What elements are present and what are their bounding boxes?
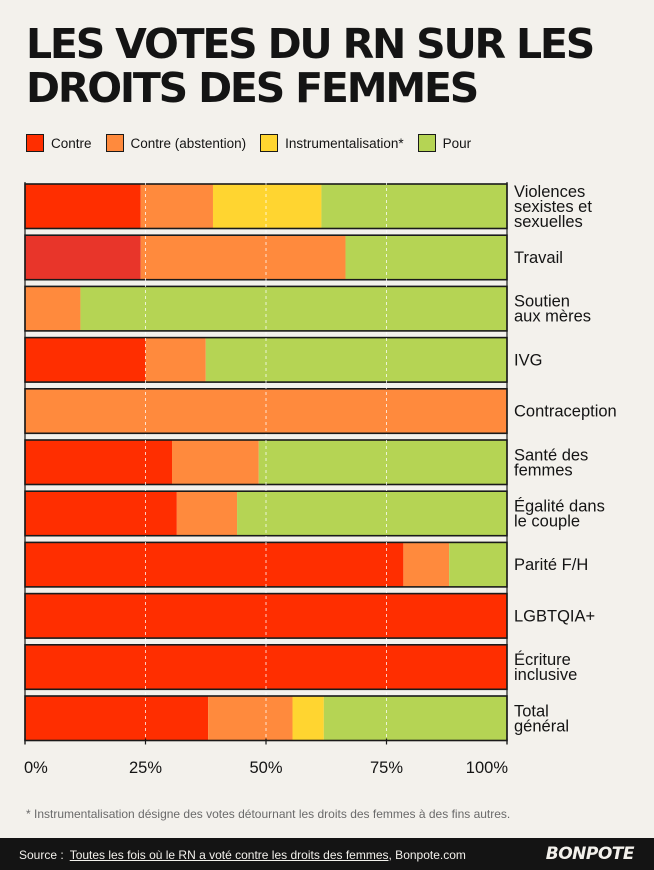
category-label-travail: Travail	[514, 249, 563, 267]
category-label-ecriture-inclusive: Écriture inclusive	[514, 650, 577, 684]
legend-item-abstention: Contre (abstention)	[105, 134, 247, 152]
legend-swatch-contre	[26, 134, 44, 152]
bar-violences-sexistes-et-sexuelles-instrumentalisation	[212, 184, 322, 229]
bar-total-general-instrumentalisation	[292, 696, 324, 741]
legend-swatch-instrumentalisation	[260, 134, 279, 152]
legend-item-instrumentalisation: Instrumentalisation*	[260, 134, 404, 152]
bar-total-general-contre	[25, 696, 209, 741]
category-label-soutien-aux-meres: Soutien aux mères	[514, 293, 591, 326]
legend-label-abstention: Contre (abstention)	[130, 135, 247, 151]
title-line-1: LES VOTES DU RN SUR LES	[26, 20, 595, 68]
bar-violences-sexistes-et-sexuelles-contre	[25, 184, 141, 229]
bar-parite-f-h-contre	[25, 542, 404, 587]
x-tick-label-75: 75%	[370, 759, 403, 777]
category-label-contraception: Contraception	[514, 403, 617, 421]
category-label-line: Violences	[514, 183, 585, 201]
legend-swatch-abstention	[105, 134, 124, 152]
bonpote-logo: BONPOTE	[545, 844, 635, 864]
bar-total-general-pour	[323, 696, 507, 741]
category-label-sante-des-femmes: Santé des femmes	[514, 446, 588, 479]
bar-soutien-aux-meres-contre-abstention	[25, 286, 81, 331]
bar-sante-des-femmes-pour	[258, 440, 507, 485]
category-label-line: inclusive	[514, 666, 577, 684]
bar-travail-pour	[345, 235, 507, 280]
category-label-violences-sexistes-et-sexuelles: Violences sexistes et sexuelles	[514, 183, 592, 231]
source-line: Source : Toutes les fois où le RN a voté …	[19, 848, 466, 862]
category-label-line: Parité F/H	[514, 556, 588, 574]
bar-sante-des-femmes-contre-abstention	[172, 440, 259, 485]
legend-item-pour: Pour	[417, 134, 472, 152]
category-label-line: femmes	[514, 461, 573, 479]
bar-total-general-contre-abstention	[208, 696, 293, 741]
footnote: * Instrumentalisation désigne des votes …	[26, 807, 511, 821]
source-site: , Bonpote.com	[388, 848, 466, 862]
source-label: Source :	[19, 848, 64, 862]
bar-soutien-aux-meres-pour	[80, 286, 508, 331]
legend-swatch-pour	[417, 134, 436, 152]
footer-bar: Source : Toutes les fois où le RN a voté …	[0, 838, 654, 870]
bar-ivg-contre	[25, 337, 146, 383]
x-tick-label-25: 25%	[129, 759, 162, 777]
category-label-line: le couple	[514, 512, 580, 530]
category-label-line: Travail	[514, 249, 563, 267]
bar-ivg-pour	[205, 337, 507, 383]
category-label-line: Total	[514, 702, 549, 720]
category-label-line: Contraception	[514, 403, 617, 421]
stacked-bar-chart: Violences sexistes et sexuelles Travail Sout…	[24, 182, 617, 777]
bar-sante-des-femmes-contre	[25, 440, 173, 485]
category-label-total-general: Total général	[514, 702, 569, 735]
x-tick-label-50: 50%	[249, 759, 282, 777]
category-label-ivg: IVG	[514, 351, 542, 369]
bar-parite-f-h-contre-abstention	[403, 542, 450, 587]
x-tick-label-100: 100%	[466, 759, 509, 777]
category-label-line: général	[514, 717, 569, 735]
bar-parite-f-h-pour	[449, 542, 507, 587]
category-label-line: Soutien	[514, 293, 570, 311]
category-label-line: LGBTQIA+	[514, 607, 595, 625]
bar-travail-contre-abstention	[140, 235, 346, 280]
category-label-parite-f-h: Parité F/H	[514, 556, 588, 574]
bar-egalite-dans-le-couple-contre-abstention	[176, 491, 238, 536]
chart-title: LES VOTES DU RN SUR LES DROITS DES FEMME…	[26, 22, 636, 110]
legend-label-pour: Pour	[442, 135, 472, 151]
bar-egalite-dans-le-couple-pour	[237, 491, 507, 536]
bar-violences-sexistes-et-sexuelles-contre-abstention	[140, 184, 213, 229]
category-label-egalite-dans-le-couple: Égalité dans le couple	[514, 496, 605, 530]
source-link[interactable]: Toutes les fois où le RN a voté contre l…	[69, 848, 389, 862]
bar-egalite-dans-le-couple-contre	[25, 491, 177, 536]
title-line-2: DROITS DES FEMMES	[26, 64, 479, 112]
legend-label-contre: Contre	[51, 135, 92, 151]
legend: Contre Contre (abstention) Instrumentali…	[26, 133, 485, 153]
bar-violences-sexistes-et-sexuelles-pour	[321, 184, 507, 229]
bar-travail-contre	[25, 235, 141, 280]
category-label-line: Écriture	[514, 650, 571, 669]
category-label-lgbtqia: LGBTQIA+	[514, 607, 595, 625]
bar-ivg-contre-abstention	[145, 337, 206, 383]
category-label-line: sexuelles	[514, 213, 583, 231]
category-label-line: aux mères	[514, 308, 591, 326]
category-label-line: IVG	[514, 351, 542, 369]
legend-label-instrumentalisation: Instrumentalisation*	[285, 135, 404, 151]
category-label-line: sexistes et	[514, 198, 592, 216]
x-tick-label-0: 0%	[24, 759, 48, 777]
legend-item-contre: Contre	[26, 134, 92, 152]
category-label-line: Santé des	[514, 446, 588, 464]
category-label-line: Égalité dans	[514, 496, 605, 515]
